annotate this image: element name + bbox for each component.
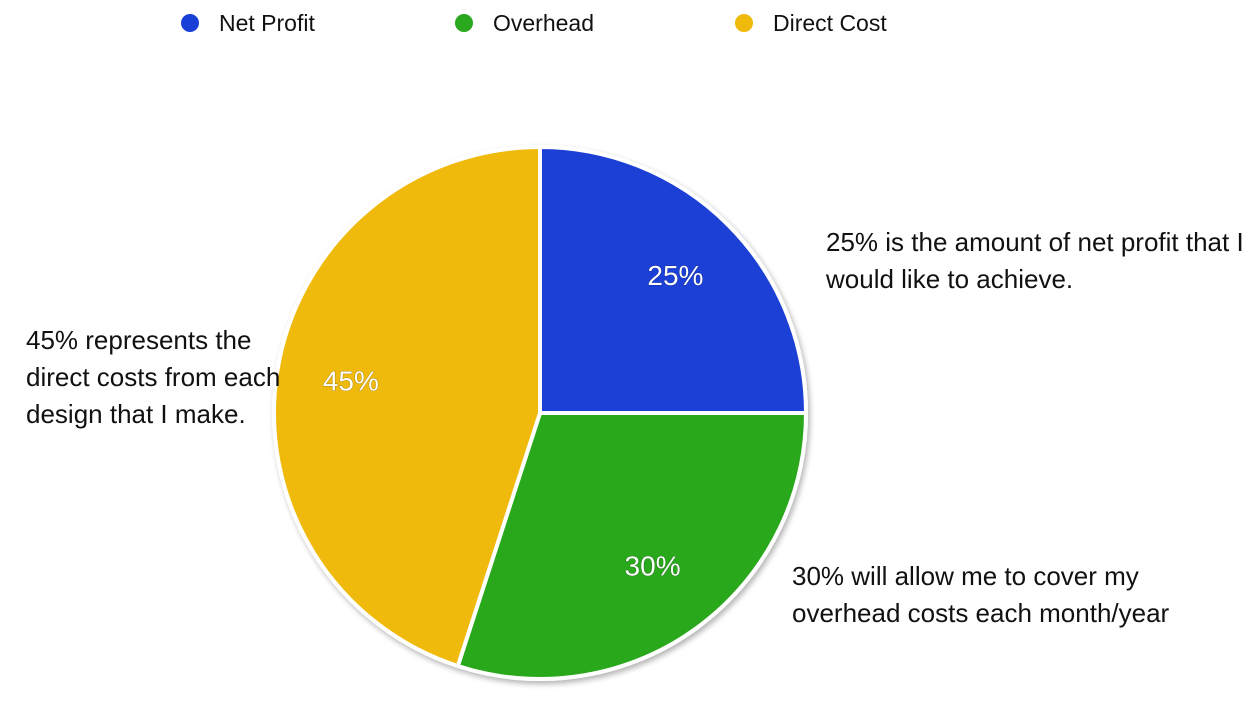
pie-label-net-profit: 25% xyxy=(647,260,703,291)
legend-label-overhead: Overhead xyxy=(493,10,595,36)
legend-swatch-net-profit xyxy=(181,14,199,32)
legend-item-overhead: Overhead xyxy=(455,8,594,38)
legend-item-direct-cost: Direct Cost xyxy=(735,8,887,38)
pie-slice-net-profit xyxy=(538,145,808,415)
annotation-net-profit: 25% is the amount of net profit that I w… xyxy=(826,227,1244,294)
pie-slices xyxy=(272,145,808,681)
legend-label-direct-cost: Direct Cost xyxy=(773,10,887,36)
annotation-overhead: 30% will allow me to cover my overhead c… xyxy=(792,561,1170,628)
pie-slice-direct-cost xyxy=(272,145,542,668)
chart-legend: Net Profit Overhead Direct Cost xyxy=(0,8,1251,38)
annotation-direct-cost: 45% represents the direct costs from eac… xyxy=(26,325,281,429)
pie-label-direct-cost: 45% xyxy=(323,365,379,396)
legend-swatch-direct-cost xyxy=(735,14,753,32)
legend-item-net-profit: Net Profit xyxy=(181,8,315,38)
pie-slice-overhead xyxy=(455,411,808,681)
legend-swatch-overhead xyxy=(455,14,473,32)
pie-label-overhead: 30% xyxy=(625,550,681,581)
legend-label-net-profit: Net Profit xyxy=(219,10,315,36)
